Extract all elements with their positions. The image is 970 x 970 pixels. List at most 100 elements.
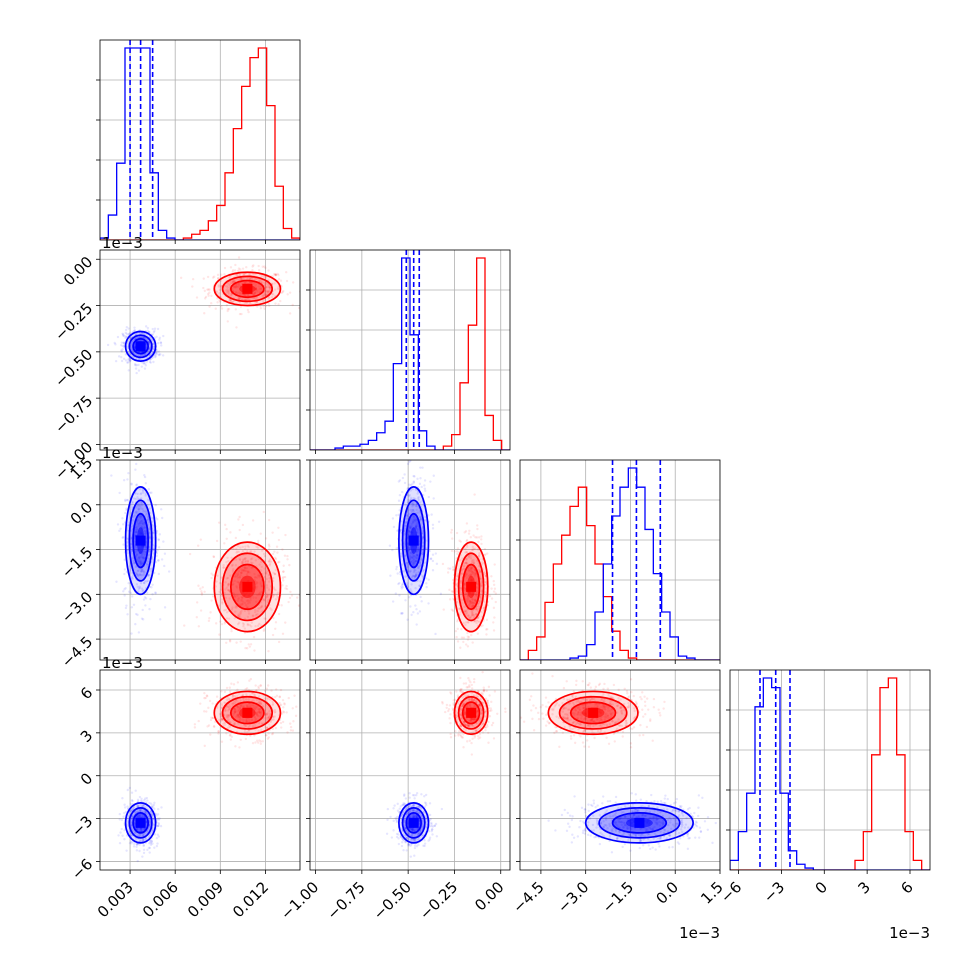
sample-point [258, 708, 261, 711]
sample-point [404, 599, 407, 602]
sample-point [232, 713, 236, 716]
sample-point [143, 581, 146, 585]
sample-point [228, 725, 232, 729]
sample-point [463, 712, 467, 716]
sample-point [407, 548, 410, 552]
sample-point [233, 711, 236, 714]
sample-point [265, 572, 268, 575]
panel-content [100, 250, 300, 450]
sample-point [155, 814, 158, 817]
sample-point [236, 713, 240, 716]
sample-point [121, 334, 125, 337]
sample-point [245, 573, 249, 576]
sample-point [406, 582, 409, 585]
sample-point [465, 599, 468, 603]
sample-point [122, 341, 125, 345]
sample-point [469, 719, 473, 722]
sample-point [406, 514, 409, 518]
sample-point [121, 344, 124, 348]
sample-point [484, 709, 488, 713]
sample-point [273, 572, 276, 576]
sample-point [429, 557, 433, 561]
sample-point [196, 544, 200, 547]
sample-point [459, 709, 462, 712]
sample-point [134, 506, 138, 509]
sample-point [427, 514, 430, 517]
hist-series-0 [100, 47, 300, 240]
sample-point [282, 710, 285, 713]
sample-point [258, 700, 261, 703]
sample-point [244, 737, 248, 741]
sample-point [134, 810, 137, 814]
sample-point [248, 679, 251, 682]
sample-point [267, 302, 270, 305]
sample-point [472, 717, 475, 721]
sample-point [215, 539, 219, 543]
sample-point [143, 526, 146, 529]
sample-point [129, 359, 132, 362]
sample-point [478, 570, 481, 574]
sample-point [132, 351, 135, 354]
sample-point [462, 621, 465, 625]
sample-point [243, 301, 247, 305]
sample-point [121, 333, 125, 336]
sample-point [139, 570, 143, 573]
sample-point [244, 698, 248, 701]
sample-point [119, 527, 122, 530]
sample-point [466, 595, 470, 598]
sample-point [234, 263, 237, 267]
sample-point [220, 718, 223, 721]
sample-point [128, 786, 132, 790]
sample-point [477, 555, 481, 558]
sample-point [141, 570, 144, 573]
sample-point [408, 547, 412, 551]
sample-point [268, 288, 271, 292]
sample-point [148, 330, 151, 334]
sample-point [230, 735, 234, 738]
sample-point [260, 274, 264, 277]
sample-point [256, 581, 259, 585]
sample-point [285, 270, 288, 274]
sample-point [134, 531, 138, 534]
sample-point [138, 586, 142, 590]
sample-point [271, 275, 274, 278]
sample-point [138, 849, 141, 853]
sample-point [139, 561, 143, 565]
sample-point [465, 558, 468, 561]
sample-point [267, 593, 270, 597]
sample-point [206, 275, 210, 279]
sample-point [147, 846, 151, 850]
sample-point [265, 577, 268, 581]
sample-point [219, 285, 223, 288]
sample-point [492, 629, 496, 632]
sample-point [459, 713, 463, 717]
sample-point [136, 828, 139, 831]
sample-point [430, 513, 433, 516]
sample-point [150, 491, 153, 494]
sample-point [469, 573, 472, 576]
sample-point [217, 732, 220, 735]
sample-point [415, 557, 419, 560]
sample-point [233, 280, 236, 283]
x-tick-label: 0.009 [184, 878, 227, 921]
sample-point [471, 719, 474, 722]
sample-point [228, 734, 232, 737]
sample-point [269, 607, 272, 610]
sample-point [220, 718, 223, 721]
sample-point [466, 635, 470, 638]
sample-point [239, 603, 242, 606]
sample-point [140, 350, 144, 354]
sample-point [252, 297, 255, 300]
sample-point [233, 594, 237, 597]
sample-point [424, 519, 427, 522]
sample-point [245, 731, 249, 734]
sample-point [146, 560, 150, 563]
sample-point [130, 821, 133, 825]
sample-point [130, 606, 134, 609]
sample-point [157, 538, 161, 542]
sample-point [225, 586, 228, 589]
sample-point [142, 557, 146, 560]
sample-point [467, 569, 470, 572]
sample-point [257, 687, 260, 690]
density-peak [135, 535, 146, 546]
